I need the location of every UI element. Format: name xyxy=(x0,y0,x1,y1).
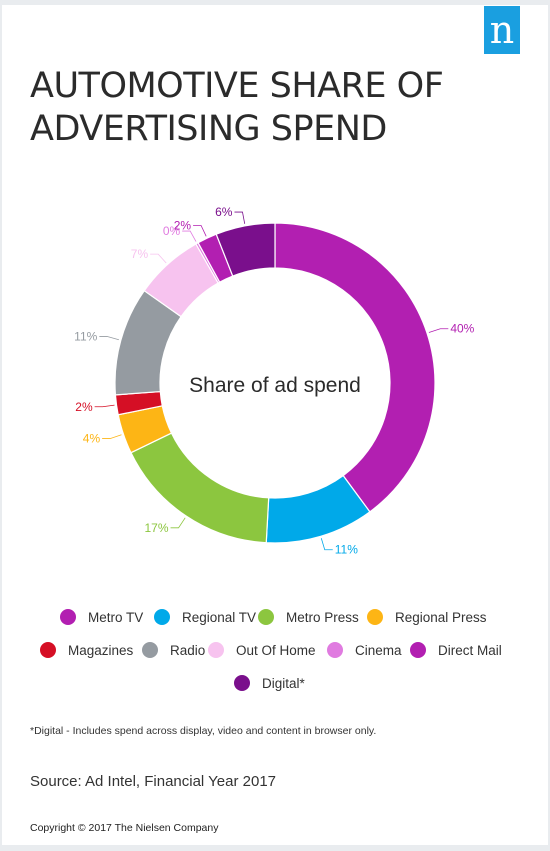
nielsen-logo: n xyxy=(484,6,520,54)
leader-digital xyxy=(234,211,246,224)
legend-label: Cinema xyxy=(355,642,402,658)
legend-item-regional-tv: Regional TV xyxy=(154,607,256,627)
legend-item-regional-press: Regional Press xyxy=(367,607,487,627)
data-label-metro-press: 17% xyxy=(145,521,169,535)
infographic-card xyxy=(2,5,548,845)
data-label-digital: 6% xyxy=(215,205,233,219)
legend-label: Magazines xyxy=(68,642,134,658)
legend-label: Digital* xyxy=(262,675,305,691)
legend-label: Regional Press xyxy=(395,609,487,625)
legend-item-out-of-home: Out Of Home xyxy=(208,640,316,660)
data-label-regional-press: 4% xyxy=(83,432,101,446)
leader-magazines xyxy=(94,404,115,408)
data-label-out-of-home: 7% xyxy=(131,247,149,261)
data-label-cinema: 0% xyxy=(163,224,181,238)
legend-label: Out Of Home xyxy=(236,642,316,658)
leader-cinema xyxy=(182,230,197,242)
leader-radio xyxy=(99,336,119,341)
legend-swatch xyxy=(40,642,56,658)
leader-out-of-home xyxy=(150,253,167,264)
data-label-radio: 11% xyxy=(74,330,97,344)
title-line-1: AUTOMOTIVE SHARE OF xyxy=(30,66,444,106)
legend-item-cinema: Cinema xyxy=(327,640,402,660)
legend-item-direct-mail: Direct Mail xyxy=(410,640,502,660)
copyright-text: Copyright © 2017 The Nielsen Company xyxy=(30,822,219,834)
data-label-metro-tv: 40% xyxy=(450,322,474,336)
legend-label: Direct Mail xyxy=(438,642,502,658)
legend-item-radio: Radio xyxy=(142,640,205,660)
legend-swatch xyxy=(258,609,274,625)
leader-metro-press xyxy=(170,517,186,529)
title-line-2: ADVERTISING SPEND xyxy=(30,109,387,149)
donut-center-label: Share of ad spend xyxy=(189,374,361,397)
leader-direct-mail xyxy=(193,225,207,237)
data-label-magazines: 2% xyxy=(75,400,93,414)
leader-regional-press xyxy=(102,434,122,439)
footnote: *Digital - Includes spend across display… xyxy=(30,725,377,737)
legend-swatch xyxy=(234,675,250,691)
data-label-direct-mail: 2% xyxy=(174,218,192,232)
leader-metro-tv xyxy=(428,328,449,333)
legend-swatch xyxy=(410,642,426,658)
legend-item-magazines: Magazines xyxy=(40,640,133,660)
legend-item-metro-tv: Metro TV xyxy=(60,607,143,627)
legend-label: Radio xyxy=(170,642,206,658)
legend-swatch xyxy=(208,642,224,658)
legend-label: Metro TV xyxy=(88,609,144,625)
slice-digital xyxy=(215,222,276,277)
legend-label: Regional TV xyxy=(182,609,257,625)
data-label-regional-tv: 11% xyxy=(335,543,358,557)
legend-item-metro-press: Metro Press xyxy=(258,607,359,627)
legend-swatch xyxy=(154,609,170,625)
legend-label: Metro Press xyxy=(286,609,359,625)
legend-swatch xyxy=(367,609,383,625)
legend-swatch xyxy=(327,642,343,658)
source-text: Source: Ad Intel, Financial Year 2017 xyxy=(30,773,277,790)
slice-metro-tv xyxy=(274,222,436,513)
legend-swatch xyxy=(142,642,158,658)
leader-regional-tv xyxy=(320,538,333,551)
page-title: AUTOMOTIVE SHARE OF ADVERTISING SPEND xyxy=(30,65,450,151)
legend-swatch xyxy=(60,609,76,625)
legend-item-digital: Digital* xyxy=(234,673,305,693)
